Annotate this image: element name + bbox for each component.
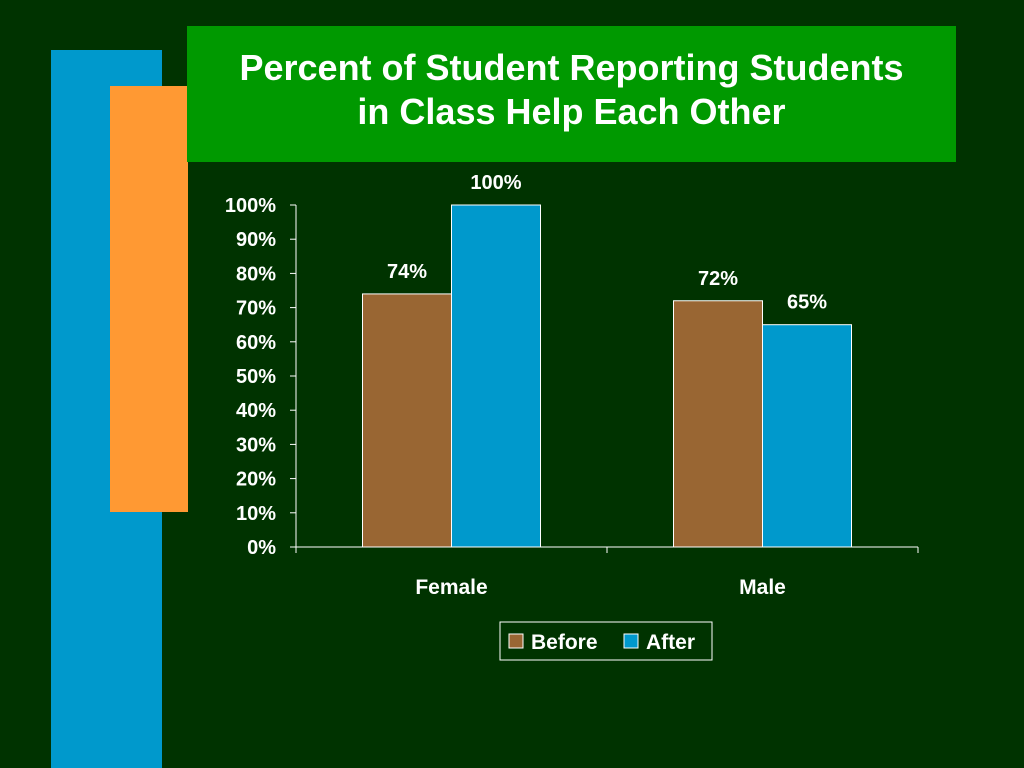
category-label: Male [739,576,786,599]
y-tick-label: 90% [236,229,276,251]
bar-before-female [362,293,452,548]
y-tick-label: 10% [236,503,276,525]
data-label: 100% [470,172,521,194]
y-tick-label: 50% [236,366,276,388]
bar-after-male [762,324,852,548]
bar-after-female [451,204,541,548]
title-box: Percent of Student Reporting Students in… [187,26,956,162]
y-tick-label: 70% [236,298,276,320]
legend-label-before: Before [531,631,598,654]
slide-title: Percent of Student Reporting Students in… [239,47,904,132]
y-tick-label: 60% [236,332,276,354]
decorative-orange-bar [110,86,188,512]
y-tick-label: 20% [236,469,276,491]
category-label: Female [415,576,487,599]
y-tick-label: 40% [236,400,276,422]
legend-swatch-before [508,633,524,649]
y-tick-label: 30% [236,434,276,456]
legend-label-after: After [646,631,695,654]
data-label: 65% [787,292,827,314]
bar-before-male [673,300,763,548]
data-label: 72% [698,268,738,290]
data-label: 74% [387,261,427,283]
y-tick-label: 0% [247,537,276,559]
legend-swatch-after [623,633,639,649]
y-tick-label: 80% [236,263,276,285]
legend-box [499,621,713,661]
y-tick-label: 100% [225,195,276,217]
